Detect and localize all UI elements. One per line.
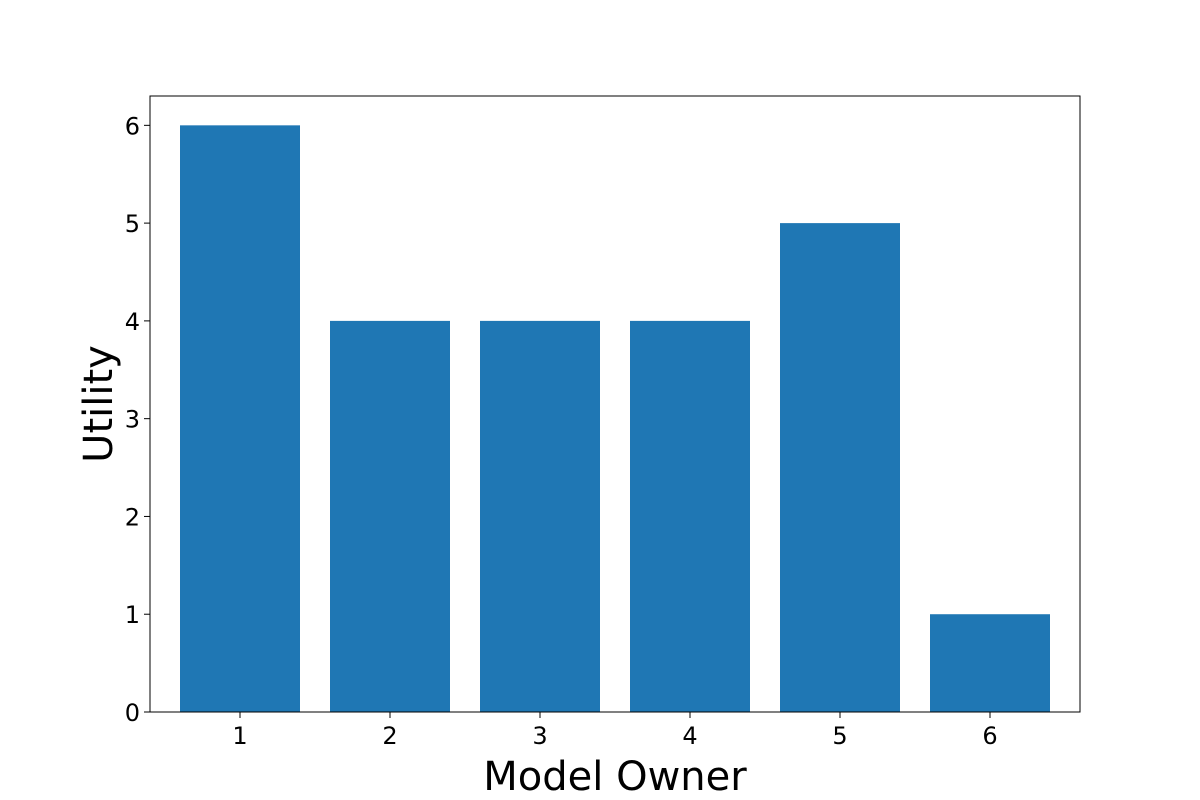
- x-tick-label: 2: [382, 722, 397, 750]
- bar-1: [180, 125, 300, 713]
- x-axis-label: Model Owner: [483, 754, 747, 800]
- y-tick-label: 3: [125, 406, 140, 434]
- bar-4: [630, 320, 750, 712]
- bar-3: [480, 320, 600, 712]
- x-axis-ticks: 1 2 3 4 5 6: [232, 712, 998, 750]
- bars-group: [180, 125, 1050, 713]
- y-tick-label: 1: [125, 601, 140, 629]
- bar-6: [930, 614, 1050, 712]
- x-tick-label: 5: [832, 722, 847, 750]
- y-tick-label: 4: [125, 308, 140, 336]
- x-tick-label: 6: [982, 722, 997, 750]
- bar-5: [780, 223, 900, 712]
- plot-background: [150, 96, 1080, 712]
- y-tick-label: 6: [125, 112, 140, 140]
- y-tick-label: 0: [125, 699, 140, 727]
- y-tick-label: 2: [125, 503, 140, 531]
- y-axis-ticks: 0 1 2 3 4 5 6: [125, 112, 150, 727]
- bar-2: [330, 320, 450, 712]
- y-tick-label: 5: [125, 210, 140, 238]
- y-axis-label: Utility: [76, 345, 122, 463]
- x-tick-label: 3: [532, 722, 547, 750]
- x-tick-label: 1: [232, 722, 247, 750]
- x-tick-label: 4: [682, 722, 697, 750]
- plot-frame: [149, 95, 1081, 713]
